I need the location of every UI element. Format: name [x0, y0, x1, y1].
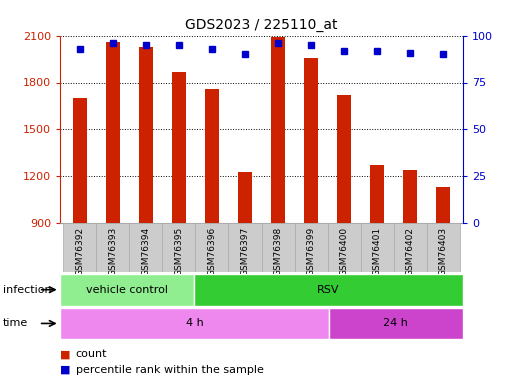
Bar [436, 187, 450, 223]
Text: 24 h: 24 h [383, 318, 408, 328]
Title: GDS2023 / 225110_at: GDS2023 / 225110_at [185, 18, 338, 32]
FancyBboxPatch shape [393, 223, 427, 272]
Bar [106, 42, 120, 223]
Text: GSM76398: GSM76398 [274, 227, 282, 276]
FancyBboxPatch shape [360, 223, 393, 272]
Bar [172, 72, 186, 223]
FancyBboxPatch shape [130, 223, 163, 272]
Text: GSM76393: GSM76393 [108, 227, 118, 276]
FancyBboxPatch shape [63, 223, 96, 272]
Text: vehicle control: vehicle control [86, 285, 168, 295]
Text: GSM76397: GSM76397 [241, 227, 249, 276]
FancyBboxPatch shape [163, 223, 196, 272]
Text: GSM76394: GSM76394 [141, 227, 151, 276]
Bar [303, 57, 319, 223]
Bar [337, 95, 351, 223]
FancyBboxPatch shape [96, 223, 130, 272]
Bar [237, 172, 253, 223]
Bar [195, 274, 463, 306]
FancyBboxPatch shape [327, 223, 360, 272]
Text: GSM76402: GSM76402 [405, 227, 415, 276]
FancyBboxPatch shape [294, 223, 327, 272]
Text: 4 h: 4 h [186, 318, 203, 328]
Text: count: count [76, 350, 107, 359]
Text: infection: infection [3, 285, 51, 295]
Text: GSM76403: GSM76403 [439, 227, 448, 276]
Text: ■: ■ [60, 350, 71, 359]
Text: GSM76395: GSM76395 [175, 227, 184, 276]
Text: time: time [3, 318, 28, 328]
Text: GSM76392: GSM76392 [75, 227, 84, 276]
Text: percentile rank within the sample: percentile rank within the sample [76, 365, 264, 375]
Text: GSM76396: GSM76396 [208, 227, 217, 276]
Bar [403, 170, 417, 223]
Bar [139, 46, 153, 223]
FancyBboxPatch shape [262, 223, 294, 272]
Bar [60, 274, 195, 306]
Bar [60, 308, 328, 339]
FancyBboxPatch shape [229, 223, 262, 272]
Text: GSM76399: GSM76399 [306, 227, 315, 276]
Bar [270, 37, 286, 223]
Bar [73, 98, 87, 223]
Bar [370, 165, 384, 223]
Text: ■: ■ [60, 365, 71, 375]
Bar [328, 308, 463, 339]
Text: GSM76400: GSM76400 [339, 227, 348, 276]
Bar [204, 89, 220, 223]
Text: RSV: RSV [317, 285, 340, 295]
FancyBboxPatch shape [196, 223, 229, 272]
FancyBboxPatch shape [427, 223, 460, 272]
Text: GSM76401: GSM76401 [372, 227, 382, 276]
